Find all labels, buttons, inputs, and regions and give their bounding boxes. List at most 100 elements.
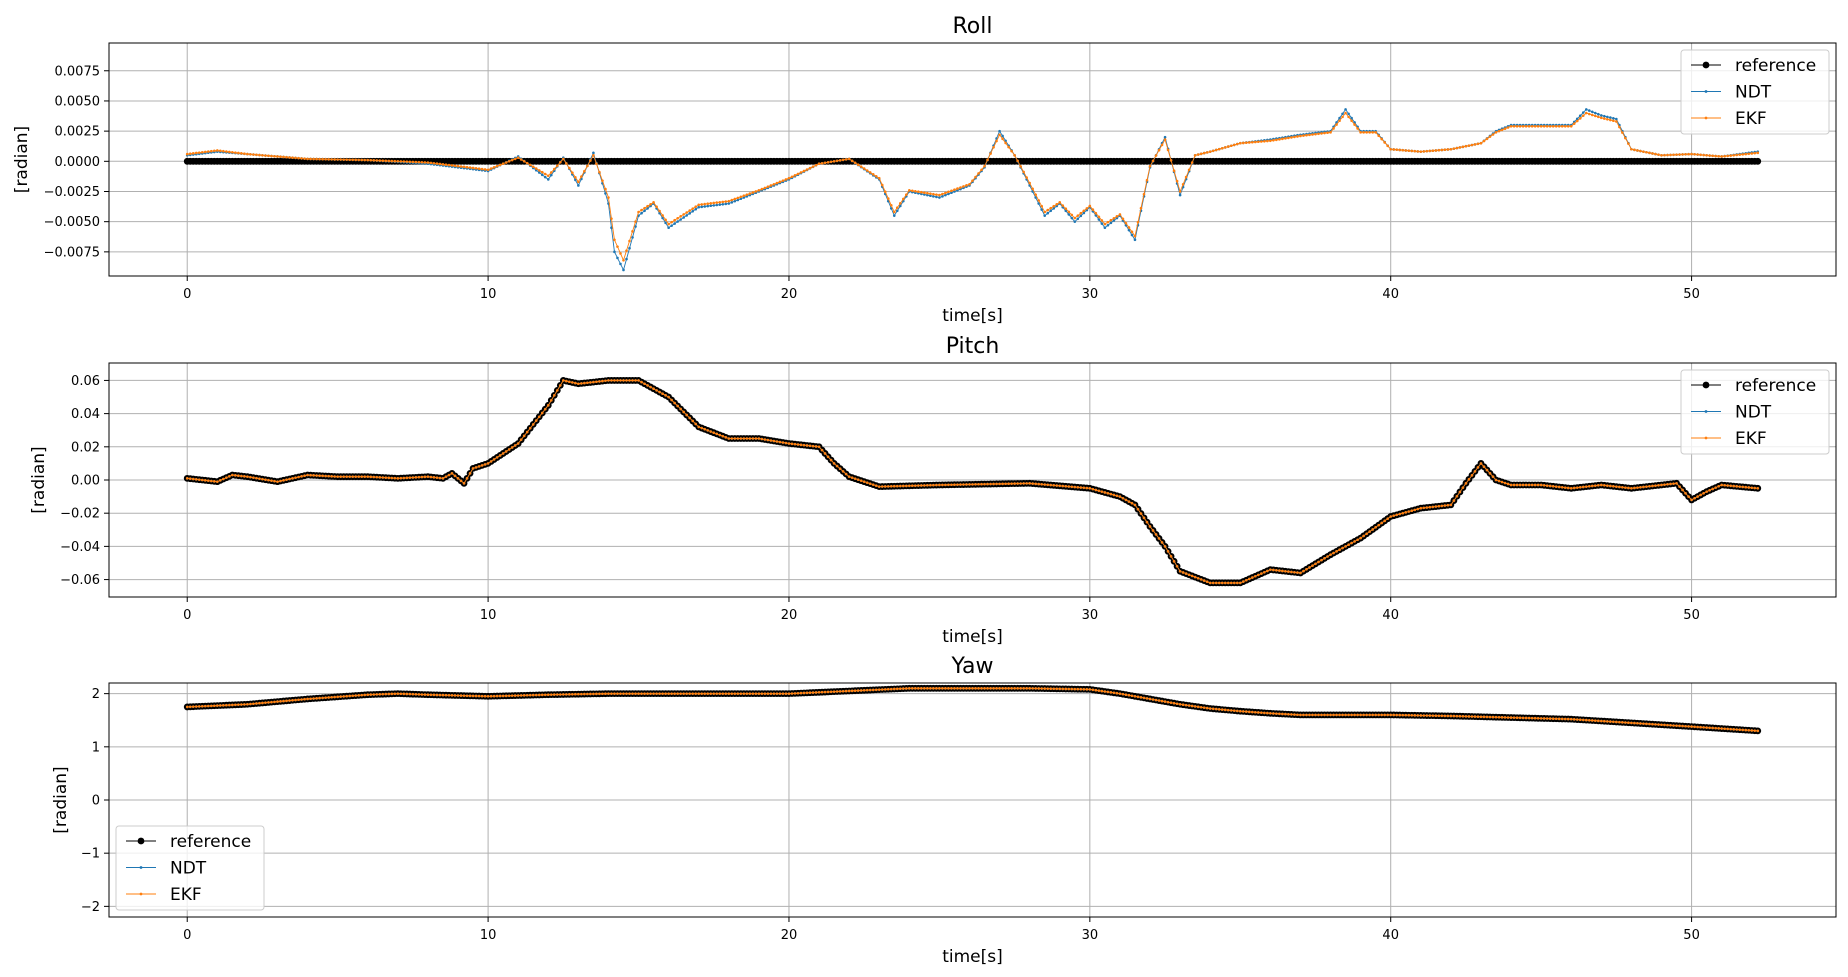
data-point <box>1747 728 1751 732</box>
data-point <box>1148 697 1152 701</box>
data-point <box>441 477 445 480</box>
data-point <box>528 163 532 167</box>
data-point <box>1587 485 1591 488</box>
data-point <box>1587 718 1591 722</box>
data-point <box>282 155 285 159</box>
data-point <box>622 259 625 262</box>
data-point <box>1395 148 1399 152</box>
data-point <box>1019 482 1022 485</box>
data-point <box>1515 716 1519 720</box>
data-point <box>1675 153 1678 156</box>
data-point <box>486 168 490 172</box>
data-point <box>1482 715 1486 719</box>
x-axis-label: time[s] <box>942 306 1003 326</box>
data-point <box>1705 153 1708 157</box>
data-point <box>1338 713 1341 717</box>
data-point <box>1584 111 1588 115</box>
data-point <box>1184 703 1188 707</box>
data-point <box>1127 693 1131 697</box>
data-point <box>935 687 938 690</box>
data-point <box>1100 490 1104 493</box>
data-point <box>989 152 992 155</box>
data-point <box>1735 728 1739 731</box>
data-point <box>1681 153 1684 156</box>
data-point <box>1341 713 1344 717</box>
y-tick-label: 0.0000 <box>55 155 101 170</box>
data-point <box>1010 149 1013 153</box>
data-point <box>1013 687 1016 690</box>
data-point <box>1133 695 1137 698</box>
data-point <box>1584 485 1588 488</box>
data-point <box>1609 484 1612 488</box>
data-point <box>962 185 965 188</box>
data-point <box>1735 153 1739 157</box>
data-point <box>1169 701 1173 704</box>
legend-box <box>1680 369 1830 455</box>
data-point <box>213 149 216 153</box>
data-point <box>543 407 547 411</box>
data-point <box>568 380 571 384</box>
data-point <box>1229 709 1233 712</box>
data-point <box>324 474 327 478</box>
data-point <box>883 688 887 691</box>
data-point <box>429 693 433 697</box>
data-point <box>905 193 908 196</box>
data-point <box>1569 717 1573 721</box>
data-point <box>1211 149 1215 153</box>
data-point <box>745 692 749 695</box>
data-point <box>1566 486 1570 490</box>
data-point <box>1473 143 1477 146</box>
data-point <box>895 687 899 691</box>
data-point <box>1235 581 1239 585</box>
data-point <box>1518 483 1522 487</box>
data-point <box>426 161 430 164</box>
data-point <box>525 161 529 165</box>
data-point <box>1509 483 1513 487</box>
data-point <box>1374 713 1377 717</box>
data-point <box>531 693 535 697</box>
data-point <box>859 165 863 168</box>
data-point <box>1347 112 1350 116</box>
data-point <box>327 696 330 699</box>
data-point <box>360 158 364 162</box>
data-point <box>986 482 989 486</box>
data-point <box>661 392 664 396</box>
data-point <box>1533 716 1537 720</box>
data-point <box>977 482 980 486</box>
data-point <box>983 164 986 168</box>
data-point <box>225 476 228 479</box>
data-point <box>694 692 697 695</box>
y-axis: −0.0075−0.0050−0.00250.00000.00250.00500… <box>44 64 109 260</box>
data-point <box>1750 729 1754 732</box>
data-point <box>757 437 761 440</box>
data-point <box>902 197 905 201</box>
data-point <box>658 390 661 394</box>
data-point <box>926 687 929 690</box>
data-point <box>1278 138 1281 141</box>
data-point <box>384 476 388 479</box>
data-point <box>847 689 851 693</box>
data-point <box>658 692 661 695</box>
data-point <box>1305 133 1308 137</box>
data-point <box>1600 719 1603 723</box>
y-tick-label: 0.0075 <box>55 64 101 79</box>
data-point <box>327 474 330 478</box>
data-point <box>868 171 872 174</box>
data-point <box>1232 709 1236 712</box>
data-point <box>297 156 300 160</box>
data-point <box>1575 119 1579 123</box>
data-point <box>543 693 547 697</box>
data-point <box>640 380 643 384</box>
data-point <box>1651 722 1654 726</box>
data-point <box>601 379 604 383</box>
data-point <box>1603 114 1606 118</box>
data-point <box>688 209 691 212</box>
data-point <box>1016 482 1019 485</box>
data-point <box>468 166 472 169</box>
data-point <box>1076 217 1080 221</box>
data-point <box>766 185 770 188</box>
data-point <box>1678 153 1681 156</box>
data-point <box>1109 218 1113 222</box>
data-point <box>1371 131 1374 134</box>
data-point <box>965 687 968 690</box>
